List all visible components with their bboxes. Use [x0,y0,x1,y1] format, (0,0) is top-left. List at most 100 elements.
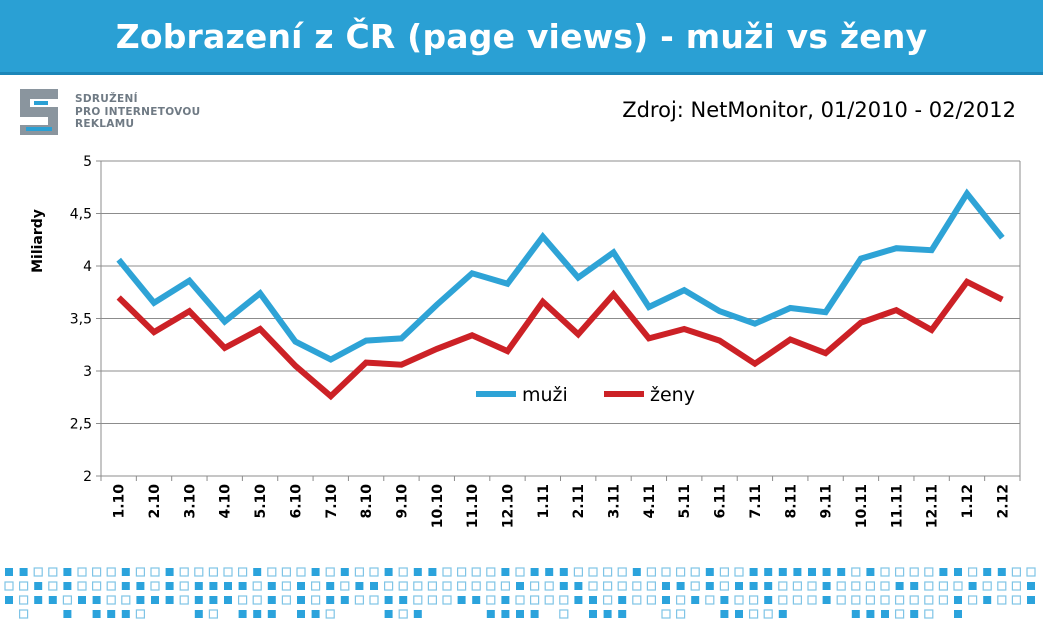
decor-square [749,582,758,590]
decor-square [354,567,364,577]
decor-square [48,581,58,591]
x-tick-label: 3.10 [182,484,198,519]
decor-square [4,581,14,591]
decor-square [91,581,102,591]
x-tick-label: 1.12 [960,484,976,519]
decor-square [516,582,524,590]
decor-square [48,567,58,577]
decor-square [1026,567,1036,577]
x-tick-label: 4.10 [218,484,234,519]
decor-square [924,567,934,577]
y-tick-label: 2 [83,469,92,485]
decor-square [62,595,73,605]
decor-square [384,568,393,576]
decor-square [208,609,218,619]
y-tick-label: 3,5 [70,312,92,328]
decor-square [238,582,247,590]
decor-square [748,609,759,619]
decor-square [894,609,905,619]
decor-square [602,567,613,577]
decor-square [822,582,831,590]
x-tick-label: 9.11 [819,484,835,519]
decor-square [63,568,72,576]
x-tick-label: 2.10 [147,484,163,519]
decor-square [881,610,889,618]
decor-square [954,568,962,576]
logo-text: SDRUŽENÍ PRO INTERNETOVOU REKLAMU [75,93,200,131]
decor-square [836,581,846,591]
x-tick-label: 4.11 [642,484,658,519]
decor-square [398,609,408,619]
decor-square [442,581,452,591]
decor-square [135,567,145,577]
decor-square [92,596,101,604]
decor-square [530,568,539,576]
decor-square [91,567,102,577]
decor-square [369,595,379,605]
x-tick-label: 12.11 [925,484,941,528]
decor-square [691,596,700,604]
decor-square [121,568,130,576]
decor-square [778,568,787,576]
decor-square [179,595,189,605]
decor-square [529,581,540,591]
decor-square [837,568,846,576]
decor-square [384,610,393,618]
x-tick-label: 5.11 [677,484,693,519]
decor-square [807,581,817,591]
series-line [116,188,1005,363]
decor-square [895,582,904,590]
decor-square [719,581,730,591]
decor-square [954,610,962,618]
decor-square [442,595,452,605]
decor-square [281,567,291,577]
x-tick-label: 11.11 [889,484,905,528]
line-chart: 2 2,5 3 3,5 4 4,5 5 Miliardy 1.10 2.10 3.10 4.10 5.1… [30,154,1021,529]
y-axis-title: Miliardy [30,209,46,273]
decor-square [515,567,525,577]
decor-square [851,610,860,618]
decor-square [78,596,86,604]
decor-square [354,595,364,605]
decor-square [267,596,276,604]
decor-square [983,596,992,604]
x-tick-label: 1.11 [536,484,552,519]
decor-square [661,567,671,577]
decor-square [311,595,321,605]
decor-square [866,610,875,618]
decor-square [106,567,116,577]
decor-square [690,581,700,591]
decor-square [500,581,510,591]
logo-mark-icon [20,89,58,135]
decor-square [501,596,510,604]
x-tick-label: 6.11 [713,484,729,519]
y-tick-label: 4,5 [70,207,92,223]
decor-square [778,610,787,618]
decor-square [442,567,452,577]
x-tick-label: 7.11 [748,484,764,519]
decor-square [602,581,613,591]
decor-square [778,595,788,605]
decor-square [880,567,890,577]
decor-square [427,581,437,591]
decor-square [1027,582,1035,590]
x-tick-label: 12.10 [500,484,516,529]
decor-square [384,596,393,604]
x-tick-label: 1.10 [112,484,128,519]
decor-square [413,610,422,618]
x-tick-label: 11.10 [465,484,481,529]
decor-square [19,595,29,605]
decor-square [544,595,554,605]
decor-square [135,609,145,619]
decor-square [588,581,598,591]
decor-square [836,595,846,605]
decor-square [106,581,116,591]
logo-line-2: PRO INTERNETOVOU [75,105,201,118]
decor-square [471,581,481,591]
decor-square [267,567,277,577]
decor-square [5,596,13,604]
decor-square [33,567,43,577]
decor-square [428,568,437,576]
decor-square [19,581,29,591]
decor-square [326,582,335,590]
